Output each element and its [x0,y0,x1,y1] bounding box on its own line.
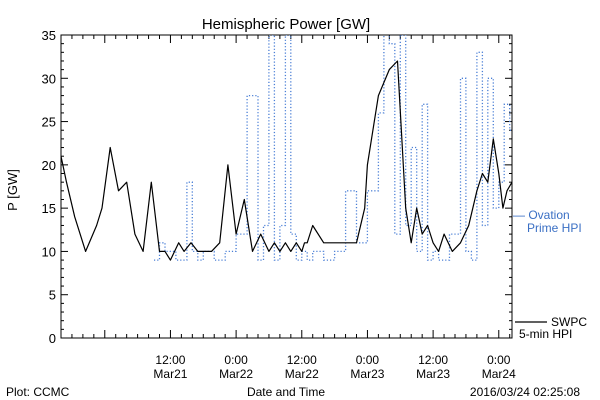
y-tick-label: 10 [42,244,56,259]
y-tick-label: 0 [49,331,56,346]
y-tick-label: 20 [42,158,56,173]
y-tick-label: 30 [42,71,56,86]
legend-ovation: — Ovation Prime HPI [513,208,582,235]
footer-plot-source: Plot: CCMC [6,385,70,399]
series-layer [61,35,512,261]
y-tick-label: 25 [42,115,56,130]
y-axis: 0 5 10 15 20 25 30 35 [42,28,512,346]
legend-swpc-line1: SWPC [551,315,587,329]
x-tick-label: 0:00 [224,353,248,367]
series-ovation-prime-hpi [154,35,512,261]
x-tick-label: 12:00 [155,353,185,367]
y-tick-label: 15 [42,201,56,216]
x-tick-label: 0:00 [356,353,380,367]
x-tick-date-label: Mar21 [153,367,187,381]
x-tick-date-label: Mar23 [350,367,384,381]
plot-border [60,34,513,339]
footer-timestamp: 2016/03/24 02:25:08 [470,385,580,399]
y-axis-label: P [GW] [5,169,20,211]
chart-title: Hemispheric Power [GW] [202,16,370,33]
plot-frame [60,34,513,339]
x-tick-date-label: Mar22 [285,367,319,381]
x-tick-label: 12:00 [287,353,317,367]
x-tick-date-label: Mar24 [482,367,516,381]
y-tick-label: 5 [49,288,56,303]
x-tick-date-label: Mar23 [416,367,450,381]
x-axis-label: Date and Time [247,385,325,399]
legend-ovation-line2: Prime HPI [527,221,582,235]
legend-swpc: SWPC 5-min HPI [515,315,587,341]
x-tick-label: 0:00 [487,353,511,367]
series-swpc-5min-hpi [61,60,512,261]
x-axis: 12:00Mar210:00Mar2212:00Mar220:00Mar2312… [60,35,516,381]
x-tick-date-label: Mar22 [219,367,253,381]
y-tick-label: 35 [42,28,56,43]
legend-ovation-line1: — Ovation [513,208,570,222]
legend-swpc-line2: 5-min HPI [519,327,572,341]
x-tick-label: 12:00 [418,353,448,367]
